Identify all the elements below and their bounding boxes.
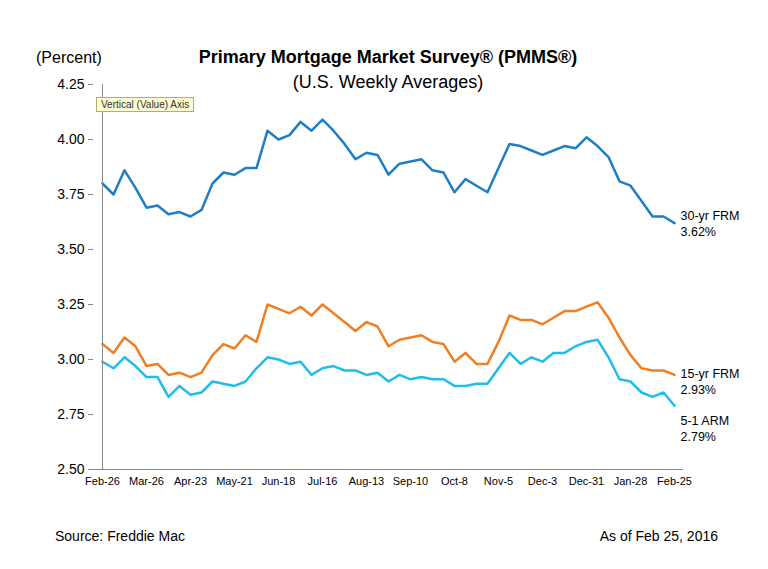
svg-text:3.50: 3.50: [57, 241, 84, 257]
html-text:Primary Mortgage Market Survey: Primary Mortgage Market Survey® (PMMS®): [198, 47, 578, 67]
svg-text:2.75: 2.75: [57, 406, 84, 422]
svg-text:Feb-25: Feb-25: [657, 475, 692, 487]
svg-text:Mar-26: Mar-26: [129, 475, 164, 487]
svg-text:Dec-31: Dec-31: [569, 475, 604, 487]
html-text:As of Feb 25, 2016: As of Feb 25, 2016: [599, 528, 718, 544]
svg-text:3.75: 3.75: [57, 186, 84, 202]
svg-text:15-yr FRM2.93%: 15-yr FRM2.93%: [681, 367, 740, 397]
svg-text:May-21: May-21: [216, 475, 253, 487]
html-text:Vertical (Value) Axis: Vertical (Value) Axis: [101, 99, 190, 110]
svg-text:3.25: 3.25: [57, 296, 84, 312]
svg-text:Sep-10: Sep-10: [393, 475, 428, 487]
svg-text:4.25: 4.25: [57, 76, 84, 92]
html-text:Source: Freddie Mac: Source: Freddie Mac: [55, 528, 185, 544]
svg-text:Jan-28: Jan-28: [614, 475, 648, 487]
svg-text:Apr-23: Apr-23: [174, 475, 207, 487]
svg-text:Feb-26: Feb-26: [85, 475, 120, 487]
svg-text:4.00: 4.00: [57, 131, 84, 147]
html-text:(U.S. Weekly Averages): (U.S. Weekly Averages): [292, 72, 484, 92]
svg-text:Dec-3: Dec-3: [528, 475, 557, 487]
svg-text:30-yr FRM3.62%: 30-yr FRM3.62%: [681, 209, 740, 239]
svg-text:Jul-16: Jul-16: [308, 475, 338, 487]
svg-text:Jun-18: Jun-18: [262, 475, 296, 487]
html-text:(Percent): (Percent): [36, 49, 102, 66]
svg-text:5-1 ARM2.79%: 5-1 ARM2.79%: [681, 414, 730, 444]
svg-text:2.50: 2.50: [57, 461, 84, 477]
svg-text:Oct-8: Oct-8: [441, 475, 468, 487]
svg-text:3.00: 3.00: [57, 351, 84, 367]
svg-text:Nov-5: Nov-5: [484, 475, 513, 487]
svg-text:Aug-13: Aug-13: [349, 475, 384, 487]
